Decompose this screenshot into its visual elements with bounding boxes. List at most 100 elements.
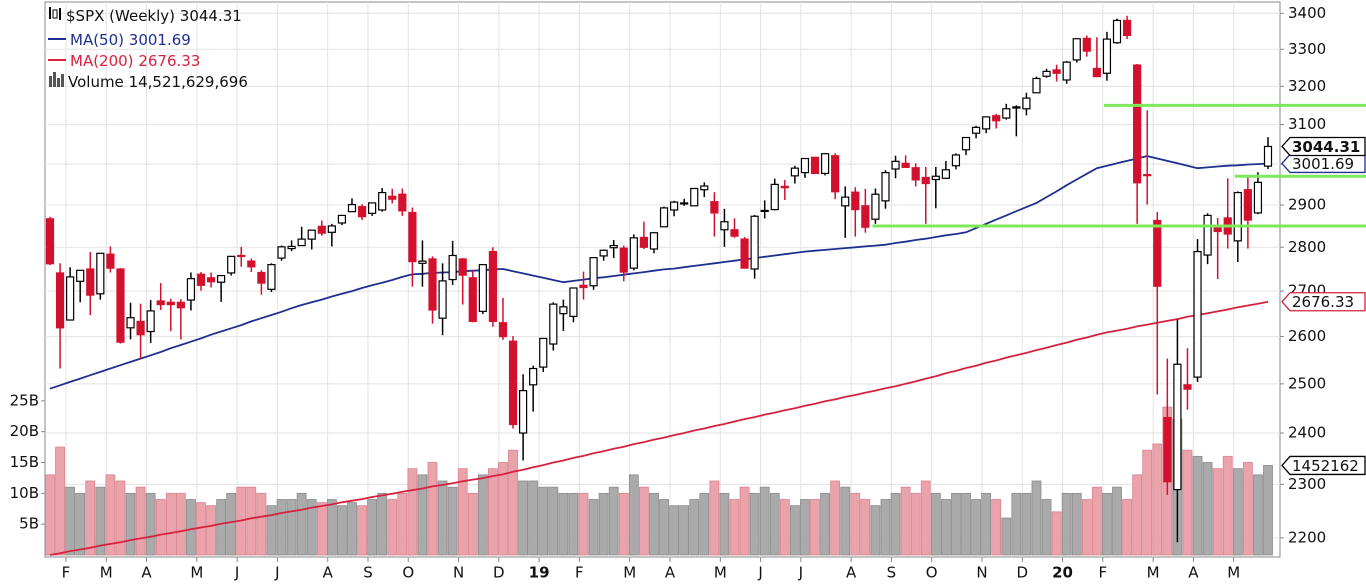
candle-body bbox=[257, 271, 266, 284]
candle-body bbox=[1012, 106, 1021, 109]
volume-bar bbox=[1202, 462, 1213, 556]
volume-bar bbox=[155, 499, 166, 556]
candle-body bbox=[800, 157, 810, 174]
candle-body bbox=[609, 244, 618, 249]
volume-bar bbox=[900, 486, 911, 556]
x-tick-label: A bbox=[665, 564, 676, 582]
title: $SPX (Weekly) bbox=[66, 7, 175, 25]
candle-body bbox=[1213, 227, 1222, 233]
volume-bar bbox=[276, 499, 287, 556]
volume-bar bbox=[1021, 492, 1032, 556]
x-tick-label: M bbox=[714, 564, 727, 582]
candle-body bbox=[1092, 67, 1101, 78]
x-tick-label: M bbox=[1147, 564, 1160, 582]
volume-bar bbox=[568, 492, 579, 556]
candle-body bbox=[1143, 174, 1152, 177]
candle-body bbox=[388, 195, 397, 200]
candle-body bbox=[498, 322, 508, 338]
candle-body bbox=[217, 274, 226, 283]
candle-body bbox=[841, 196, 850, 207]
volume-bar bbox=[397, 492, 408, 556]
volume-bar bbox=[296, 492, 307, 556]
volume-bar bbox=[860, 499, 871, 556]
volume-bar bbox=[991, 499, 1002, 556]
candle-body bbox=[730, 229, 739, 237]
volume-bar bbox=[1112, 486, 1122, 556]
volume-bar bbox=[216, 499, 227, 556]
volume-tick-label: 15B bbox=[10, 453, 39, 471]
volume-bar bbox=[1192, 455, 1203, 556]
legend: $SPX (Weekly) 3044.31 MA(50) 3001.69 MA(… bbox=[48, 7, 248, 91]
candle-body bbox=[206, 277, 216, 283]
volume-bar bbox=[1051, 511, 1062, 556]
volume-bar bbox=[45, 474, 55, 556]
volume-bar bbox=[1081, 499, 1092, 556]
volume-bar bbox=[488, 468, 498, 556]
volume-bar bbox=[749, 492, 760, 556]
legend-icon bbox=[52, 9, 58, 19]
y-tick-label: 2800 bbox=[1288, 238, 1326, 256]
y-tick-label: 3200 bbox=[1288, 77, 1326, 95]
volume-bar bbox=[407, 468, 418, 556]
candle-body bbox=[237, 254, 246, 258]
legend-icon bbox=[57, 78, 60, 87]
y-tick-label: 2900 bbox=[1288, 195, 1326, 213]
candle-body bbox=[317, 225, 326, 234]
volume-bar bbox=[1132, 474, 1143, 556]
series-name: MA(50) bbox=[70, 31, 124, 49]
candle-body bbox=[891, 160, 900, 170]
x-tick-label: 20 bbox=[1052, 564, 1073, 582]
x-tick-label: N bbox=[453, 564, 464, 582]
candle-body bbox=[599, 249, 608, 257]
candle-body bbox=[569, 287, 578, 317]
volume-bar bbox=[769, 492, 780, 556]
candle-body bbox=[700, 185, 709, 191]
x-tick-label: F bbox=[62, 564, 71, 582]
volume-bar bbox=[890, 492, 901, 556]
x-tick-label: A bbox=[323, 564, 334, 582]
candle-body bbox=[357, 206, 367, 218]
candle-body bbox=[267, 264, 276, 290]
candle-body bbox=[488, 250, 498, 322]
candle-body bbox=[901, 162, 910, 168]
volume-bar bbox=[457, 468, 468, 556]
x-tick-label: J bbox=[274, 564, 279, 582]
candle-body bbox=[710, 201, 719, 214]
candle-body bbox=[478, 264, 487, 312]
volume-bar bbox=[800, 499, 810, 556]
candle-body bbox=[1203, 214, 1212, 256]
volume-bar bbox=[377, 492, 388, 556]
x-tick-label: S bbox=[363, 564, 373, 582]
x-tick-label: N bbox=[976, 564, 987, 582]
volume-bar bbox=[316, 502, 327, 556]
candle-body bbox=[982, 116, 991, 130]
volume-bar bbox=[779, 499, 790, 556]
candle-body bbox=[810, 156, 820, 175]
candle-body bbox=[45, 218, 55, 265]
volume-bar bbox=[357, 505, 367, 556]
candle-body bbox=[408, 211, 417, 263]
volume-bar bbox=[206, 505, 216, 556]
legend-ma200: MA(200) 2676.33 bbox=[70, 52, 200, 70]
candle-body bbox=[992, 115, 1001, 122]
volume-bar bbox=[175, 492, 186, 556]
y-tick-label: 3400 bbox=[1288, 4, 1326, 22]
volume-bar bbox=[820, 492, 830, 556]
x-tick-label: A bbox=[846, 564, 857, 582]
volume-last: 14,521,629,696 bbox=[129, 73, 248, 91]
volume-bar bbox=[1001, 517, 1012, 556]
x-tick-label: M bbox=[623, 564, 636, 582]
candle-body bbox=[881, 172, 890, 202]
candle-body bbox=[378, 191, 387, 211]
volume-bar bbox=[1232, 468, 1243, 556]
value-tag-box bbox=[1281, 153, 1366, 174]
candle-body bbox=[307, 229, 316, 240]
last-close: 3044.31 bbox=[180, 7, 242, 25]
candle-body bbox=[921, 176, 930, 185]
legend-icon bbox=[59, 8, 61, 20]
candle-body bbox=[720, 221, 729, 231]
layers: F M A M J J A S O N D 19 F M A M J J A S O N D 20 F M A M 2200 2300 24… bbox=[10, 2, 1366, 582]
volume-bar bbox=[729, 499, 740, 556]
volume-bar bbox=[75, 492, 86, 556]
volume-bar bbox=[115, 480, 126, 556]
